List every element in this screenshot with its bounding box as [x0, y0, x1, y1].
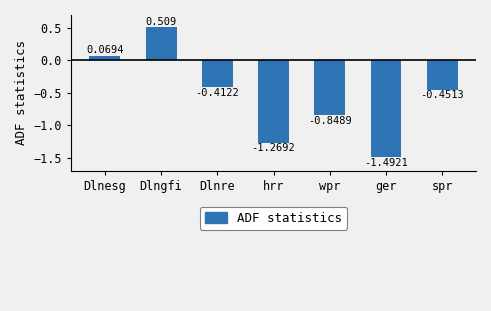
Text: -1.4921: -1.4921 [364, 158, 408, 168]
Text: -1.2692: -1.2692 [252, 143, 296, 153]
Bar [258, 60, 289, 143]
Bar [314, 60, 345, 115]
Y-axis label: ADF statistics: ADF statistics [15, 40, 28, 145]
Text: 0.509: 0.509 [145, 16, 177, 27]
Bar [371, 60, 402, 157]
Bar [89, 56, 120, 60]
Text: 0.0694: 0.0694 [86, 45, 124, 55]
Bar [146, 27, 177, 60]
Bar [427, 60, 458, 90]
Text: -0.4122: -0.4122 [195, 88, 239, 98]
Text: -0.4513: -0.4513 [420, 91, 464, 100]
Legend: ADF statistics: ADF statistics [200, 207, 347, 230]
Bar [202, 60, 233, 87]
Text: -0.8489: -0.8489 [308, 116, 352, 126]
